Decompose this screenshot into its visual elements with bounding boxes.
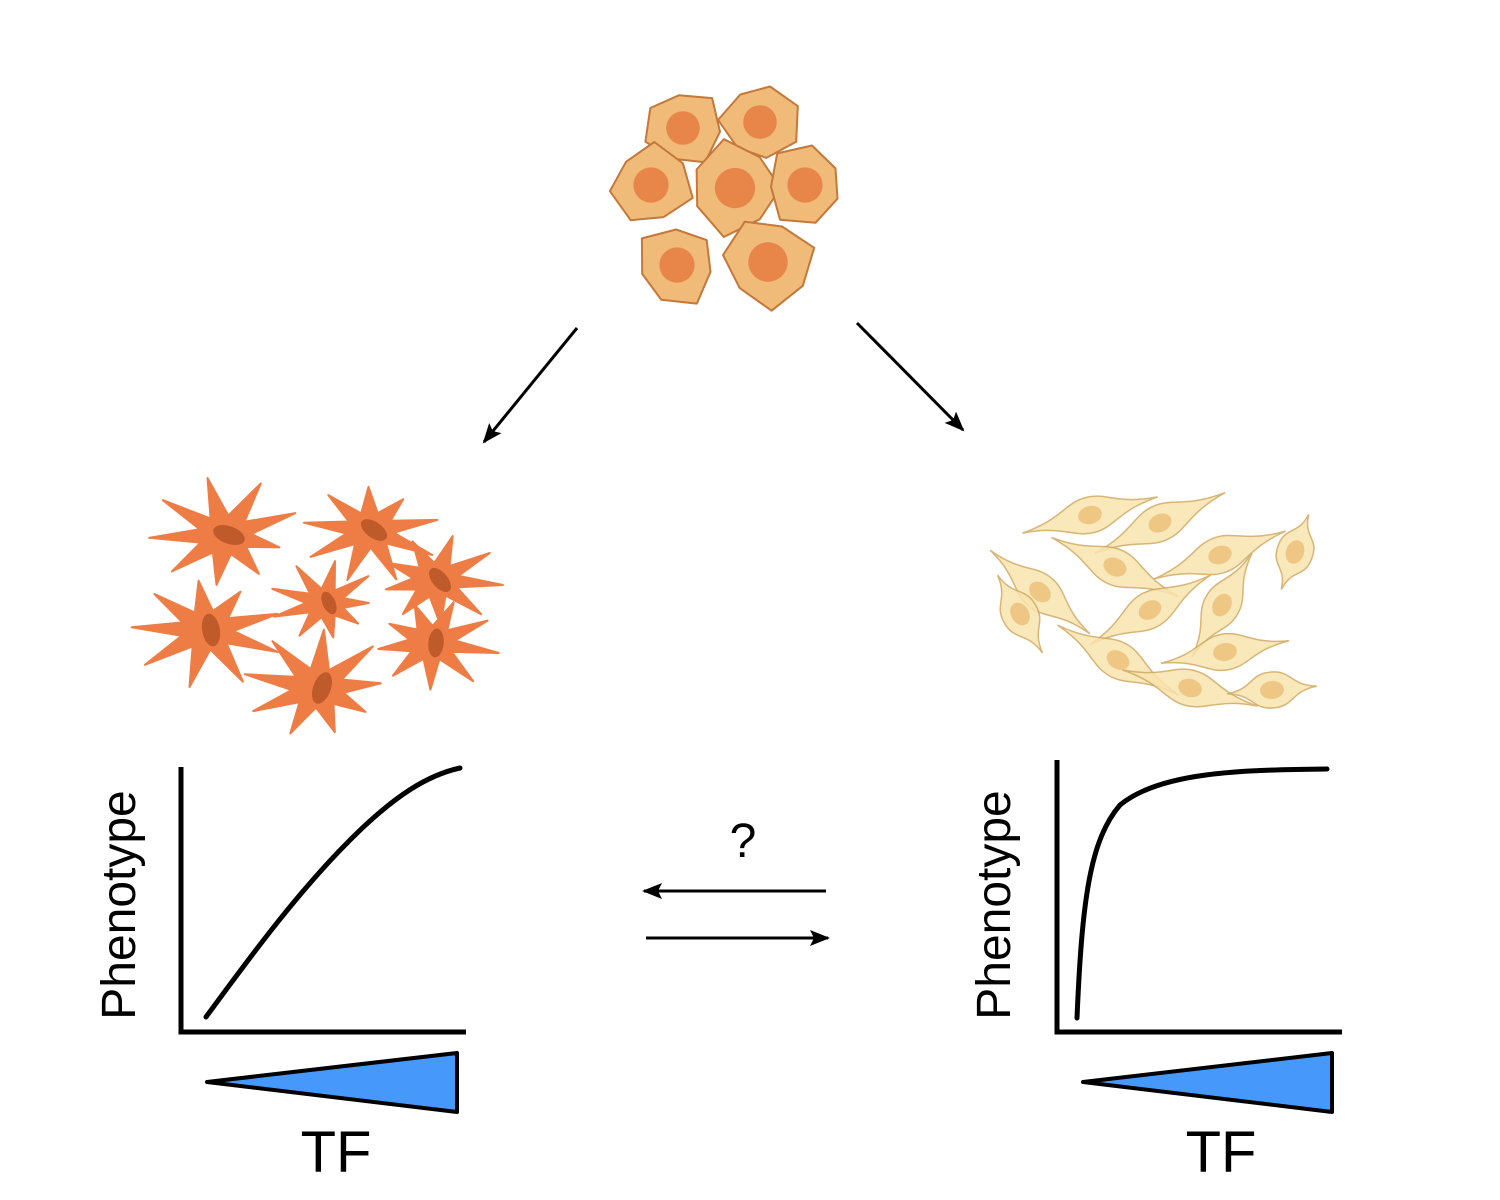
stellate-cell bbox=[302, 485, 439, 582]
stellate-cell bbox=[243, 628, 382, 735]
nucleus bbox=[1029, 581, 1051, 603]
nucleus bbox=[787, 167, 823, 203]
nucleus bbox=[1178, 678, 1202, 698]
epithelial-cell bbox=[770, 144, 839, 224]
left-response-plot: Phenotype TF bbox=[93, 765, 466, 1185]
fibroblast-cell bbox=[1094, 491, 1226, 555]
nucleus bbox=[201, 613, 221, 647]
fibroblast-cell bbox=[1088, 574, 1212, 646]
stellate-cell bbox=[271, 560, 370, 639]
fibroblast-cell bbox=[1122, 668, 1258, 708]
transition-question-mark: ? bbox=[730, 815, 757, 868]
right-y-axis-label: Phenotype bbox=[968, 790, 1021, 1020]
fibroblast-cell bbox=[1191, 552, 1253, 658]
fibroblast-cell bbox=[1227, 671, 1317, 709]
nucleus bbox=[1106, 650, 1130, 670]
nucleus bbox=[633, 167, 669, 203]
left-plot-axes bbox=[178, 767, 466, 1035]
epithelial-cell bbox=[608, 141, 694, 222]
nucleus bbox=[1260, 680, 1284, 700]
nucleus bbox=[360, 519, 388, 541]
stellate-cell bbox=[384, 535, 504, 626]
diverge-arrow-right bbox=[855, 321, 965, 432]
stellate-cell bbox=[130, 579, 279, 688]
fibroblast-cell bbox=[1160, 632, 1290, 672]
stellate-cell-cluster-icon bbox=[130, 477, 504, 735]
nucleus bbox=[321, 591, 337, 615]
nucleus bbox=[213, 524, 245, 546]
nucleus bbox=[1208, 545, 1232, 565]
left-tf-gradient-wedge bbox=[205, 1051, 459, 1114]
right-response-curve bbox=[1074, 766, 1330, 1021]
epithelial-cell bbox=[717, 85, 799, 159]
nucleus bbox=[659, 247, 695, 283]
epithelial-cell bbox=[640, 228, 712, 305]
nucleus bbox=[714, 167, 756, 209]
nucleus bbox=[748, 242, 788, 282]
nucleus bbox=[1285, 540, 1305, 564]
nucleus bbox=[1148, 513, 1172, 533]
fibroblast-cell bbox=[1153, 530, 1287, 580]
nucleus bbox=[1103, 557, 1127, 577]
nucleus bbox=[311, 672, 333, 704]
left-x-axis-label: TF bbox=[301, 1120, 372, 1185]
nucleus bbox=[743, 105, 777, 139]
epithelial-cell bbox=[722, 220, 816, 312]
diverge-arrow-left bbox=[482, 327, 579, 444]
stellate-cell bbox=[377, 601, 500, 691]
fibroblast-cell bbox=[1275, 514, 1315, 590]
epithelial-cell bbox=[644, 94, 721, 164]
nucleus bbox=[1078, 505, 1102, 525]
right-x-axis-label: TF bbox=[1186, 1120, 1257, 1185]
reversible-transition: ? bbox=[642, 815, 830, 946]
right-plot-axes bbox=[1054, 760, 1342, 1035]
left-y-axis-label: Phenotype bbox=[93, 790, 146, 1020]
fibroblast-cell-cluster-icon bbox=[989, 491, 1317, 709]
stellate-cell bbox=[148, 477, 297, 586]
nucleus bbox=[1212, 593, 1232, 617]
right-response-plot: Phenotype TF bbox=[968, 760, 1342, 1185]
nucleus bbox=[1138, 600, 1162, 620]
right-tf-gradient-wedge bbox=[1081, 1051, 1334, 1114]
nucleus bbox=[666, 111, 700, 145]
nucleus bbox=[428, 628, 444, 658]
fibroblast-cell bbox=[996, 574, 1044, 654]
nucleus bbox=[1010, 602, 1030, 626]
nucleus bbox=[1213, 642, 1237, 662]
epithelial-cell-cluster-icon bbox=[608, 85, 839, 312]
left-response-curve bbox=[203, 765, 463, 1020]
fibroblast-cell bbox=[1022, 495, 1158, 535]
nucleus bbox=[429, 567, 451, 593]
